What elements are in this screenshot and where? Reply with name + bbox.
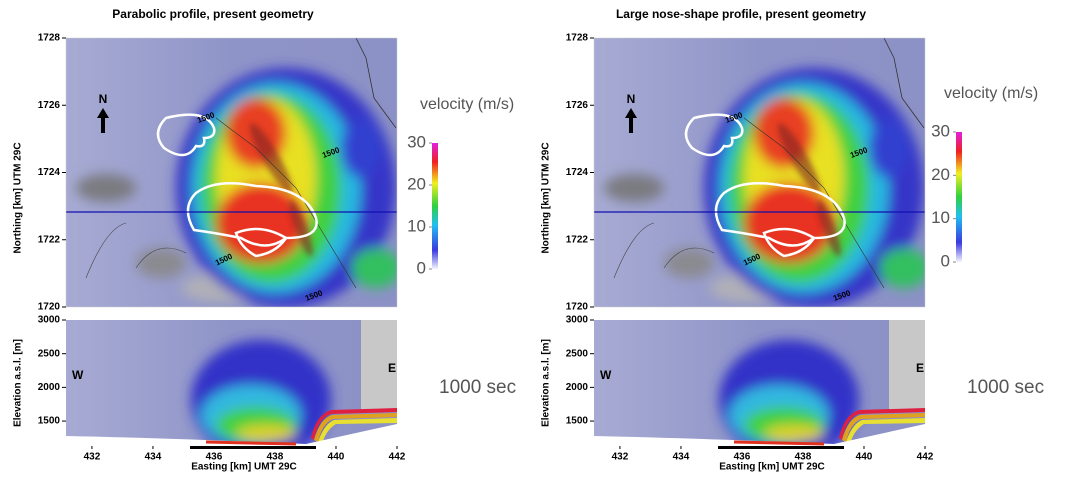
east-label: E bbox=[916, 361, 924, 375]
section-image bbox=[66, 320, 397, 460]
x-tick-label: 434 bbox=[673, 452, 690, 463]
y-tick-label: 3000 bbox=[566, 315, 589, 326]
time-label: 1000 sec bbox=[439, 377, 516, 398]
y-tick-label: 1724 bbox=[38, 167, 61, 178]
y-tick-label: 1500 bbox=[566, 416, 589, 427]
y-tick-label: 2500 bbox=[38, 348, 61, 359]
panel: Large nose-shape profile, present geomet… bbox=[541, 7, 1044, 472]
colorbar-label: velocity (m/s) bbox=[944, 85, 1038, 102]
y-tick-label: 1724 bbox=[566, 167, 589, 178]
x-tick-label: 432 bbox=[612, 452, 629, 463]
panel-title: Parabolic profile, present geometry bbox=[112, 7, 314, 21]
y-tick-label: 2000 bbox=[566, 382, 589, 393]
colorbar-tick-label: 20 bbox=[407, 174, 426, 193]
colorbar-tick-label: 30 bbox=[931, 121, 950, 140]
colorbar-tick-label: 20 bbox=[931, 165, 950, 184]
y-tick-label: 1720 bbox=[566, 302, 589, 313]
colorbar-label: velocity (m/s) bbox=[420, 96, 514, 113]
y-axis-label: Northing [km] UTM 29C bbox=[541, 142, 552, 253]
west-label: W bbox=[72, 368, 84, 382]
x-tick-label: 432 bbox=[84, 452, 101, 463]
section-image bbox=[594, 320, 925, 460]
colorbar bbox=[432, 143, 438, 269]
y-tick-label: 1728 bbox=[38, 33, 61, 44]
east-label: E bbox=[388, 361, 396, 375]
panel-title: Large nose-shape profile, present geomet… bbox=[616, 7, 866, 21]
x-axis-label: Easting [km] UMT 29C bbox=[719, 462, 825, 473]
colorbar-tick-label: 0 bbox=[941, 251, 950, 270]
y-axis-label: Elevation a.s.l. [m] bbox=[13, 339, 24, 427]
colorbar-tick-label: 10 bbox=[407, 216, 426, 235]
x-tick-label: 442 bbox=[917, 452, 934, 463]
y-tick-label: 1726 bbox=[38, 100, 61, 111]
y-tick-label: 1500 bbox=[38, 416, 61, 427]
north-label: N bbox=[99, 92, 108, 106]
figure: Parabolic profile, present geometry North… bbox=[0, 0, 1069, 476]
y-tick-label: 1728 bbox=[566, 33, 589, 44]
x-tick-label: 440 bbox=[328, 452, 345, 463]
north-label: N bbox=[627, 92, 636, 106]
y-tick-label: 1722 bbox=[38, 234, 61, 245]
y-tick-label: 2500 bbox=[566, 348, 589, 359]
y-tick-label: 3000 bbox=[38, 315, 61, 326]
x-tick-label: 442 bbox=[389, 452, 406, 463]
panel: Parabolic profile, present geometry North… bbox=[13, 7, 516, 472]
colorbar-tick-label: 0 bbox=[417, 258, 426, 277]
x-tick-label: 434 bbox=[145, 452, 162, 463]
y-axis-label: Northing [km] UTM 29C bbox=[13, 142, 24, 253]
colorbar-tick-label: 30 bbox=[407, 132, 426, 151]
y-tick-label: 1726 bbox=[566, 100, 589, 111]
time-label: 1000 sec bbox=[967, 377, 1044, 398]
y-axis-label: Elevation a.s.l. [m] bbox=[541, 339, 552, 427]
map-image bbox=[584, 38, 935, 308]
colorbar-tick-label: 10 bbox=[931, 208, 950, 227]
colorbar bbox=[956, 132, 962, 262]
y-tick-label: 1722 bbox=[566, 234, 589, 245]
x-axis-label: Easting [km] UMT 29C bbox=[191, 462, 297, 473]
west-label: W bbox=[600, 368, 612, 382]
map-image bbox=[56, 38, 407, 308]
x-tick-label: 440 bbox=[856, 452, 873, 463]
y-tick-label: 1720 bbox=[38, 302, 61, 313]
y-tick-label: 2000 bbox=[38, 382, 61, 393]
